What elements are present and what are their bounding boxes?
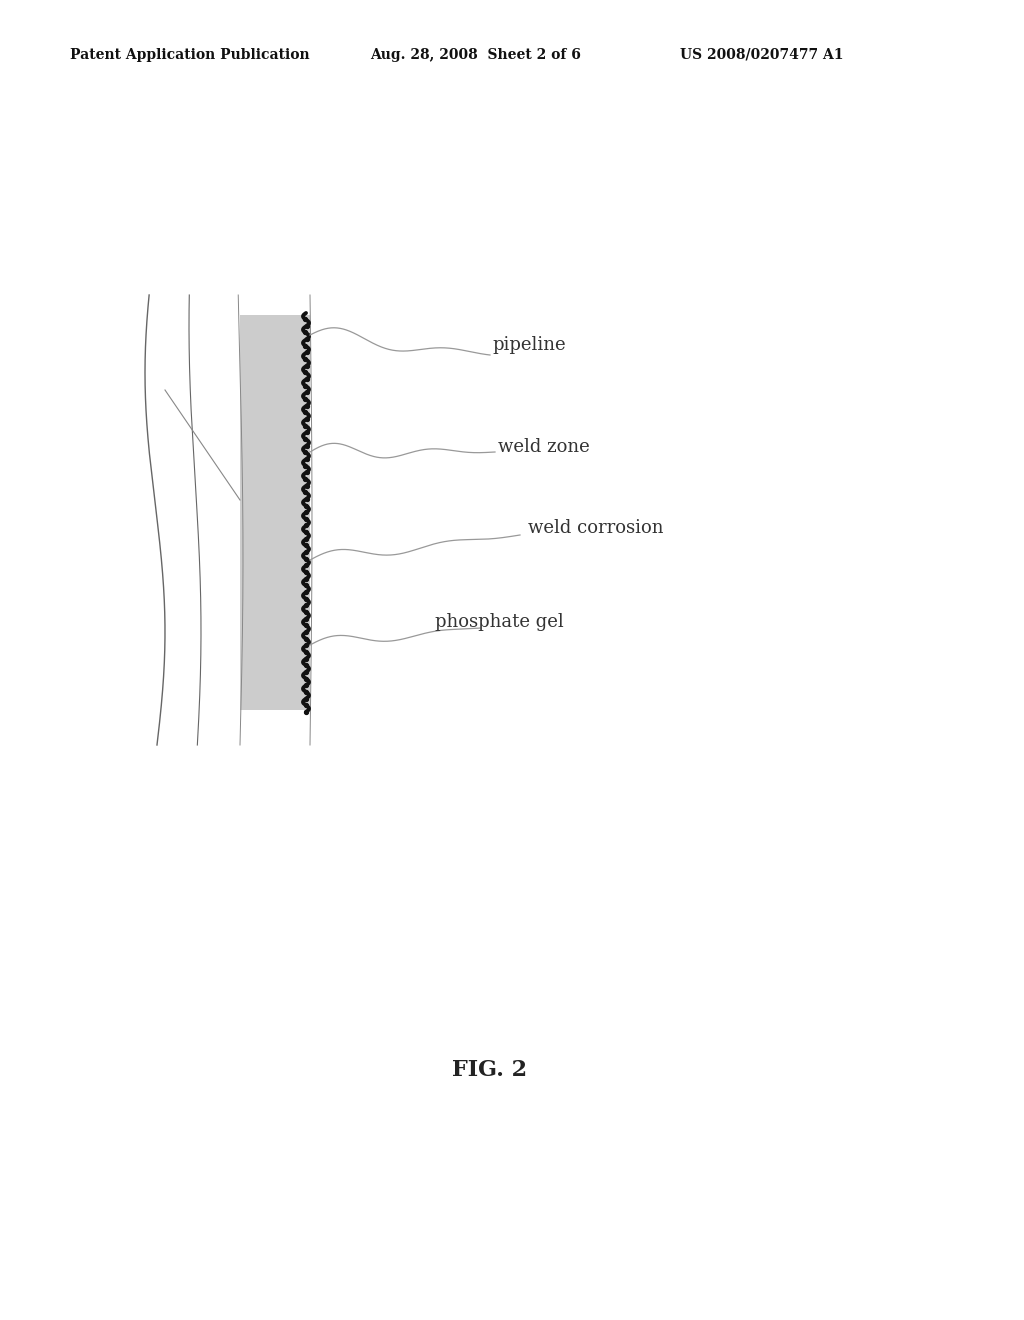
Text: Aug. 28, 2008  Sheet 2 of 6: Aug. 28, 2008 Sheet 2 of 6 — [370, 48, 581, 62]
Text: FIG. 2: FIG. 2 — [453, 1059, 527, 1081]
Text: pipeline: pipeline — [492, 337, 565, 354]
Bar — [240, 315, 310, 710]
Text: weld corrosion: weld corrosion — [528, 519, 664, 537]
Text: phosphate gel: phosphate gel — [435, 612, 564, 631]
Text: US 2008/0207477 A1: US 2008/0207477 A1 — [680, 48, 844, 62]
Text: Patent Application Publication: Patent Application Publication — [70, 48, 309, 62]
Text: weld zone: weld zone — [498, 438, 590, 455]
